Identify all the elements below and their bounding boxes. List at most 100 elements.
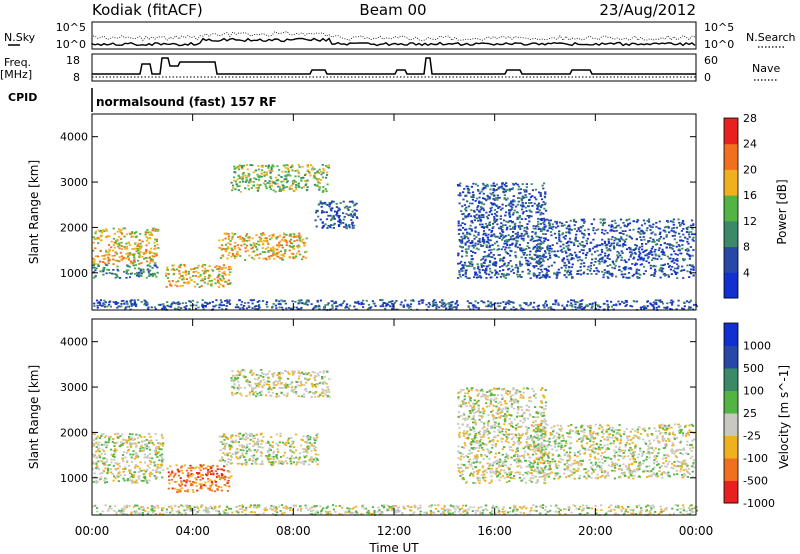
heat-cell — [314, 176, 317, 179]
heat-cell — [525, 254, 528, 256]
heat-cell — [659, 299, 662, 302]
heat-cell — [299, 308, 302, 310]
heat-cell — [460, 210, 463, 212]
heat-cell — [245, 432, 248, 435]
heat-cell — [619, 254, 622, 257]
heat-cell — [246, 437, 249, 439]
heat-cell — [628, 222, 632, 225]
heat-cell — [226, 301, 229, 303]
heat-cell — [114, 251, 117, 254]
heat-cell — [284, 302, 287, 305]
heat-cell — [272, 246, 275, 249]
heat-cell — [507, 441, 510, 444]
heat-cell — [565, 271, 569, 274]
heat-cell — [602, 223, 605, 225]
heat-cell — [603, 218, 606, 221]
heat-cell — [536, 204, 539, 207]
heat-cell — [649, 267, 652, 270]
heat-cell — [275, 384, 278, 386]
heat-cell — [670, 244, 673, 247]
heat-cell — [454, 302, 457, 305]
heat-cell — [471, 257, 474, 260]
heat-cell — [280, 176, 283, 178]
heat-cell — [505, 198, 508, 201]
heat-cell — [251, 462, 254, 465]
heat-cell — [297, 377, 300, 380]
heat-cell — [110, 448, 113, 451]
heat-cell — [129, 262, 133, 265]
heat-cell — [649, 229, 652, 231]
heat-cell — [92, 445, 95, 448]
heat-cell — [304, 184, 307, 186]
heat-cell — [581, 232, 584, 235]
heat-cell — [613, 247, 616, 250]
heat-cell — [461, 255, 464, 258]
heat-cell — [289, 449, 292, 452]
heat-cell — [174, 284, 177, 287]
heat-cell — [95, 450, 98, 453]
heat-cell — [506, 244, 509, 246]
heat-cell — [225, 308, 228, 310]
heat-cell — [255, 248, 259, 251]
heat-cell — [230, 377, 233, 379]
heat-cell — [265, 187, 268, 190]
heat-cell — [642, 257, 645, 260]
heat-cell — [287, 437, 290, 440]
heat-cell — [628, 218, 631, 221]
heat-cell — [127, 273, 130, 275]
heat-cell — [227, 254, 230, 257]
heat-cell — [570, 276, 574, 279]
heat-cell — [461, 264, 464, 266]
heat-cell — [641, 243, 644, 245]
heat-cell — [574, 238, 577, 241]
heat-cell — [102, 433, 105, 435]
heat-cell — [293, 451, 296, 454]
heat-cell — [382, 305, 385, 308]
heat-cell — [546, 269, 549, 272]
heat-cell — [528, 220, 531, 223]
heat-cell — [263, 384, 266, 386]
heat-cell — [596, 269, 599, 272]
heat-cell — [143, 473, 146, 475]
heat-cell — [557, 232, 560, 235]
heat-cell — [575, 255, 578, 258]
heat-cell — [669, 220, 673, 223]
heat-cell — [309, 174, 312, 177]
heat-cell — [155, 439, 158, 442]
heat-cell — [185, 305, 188, 307]
heat-cell — [493, 189, 496, 192]
heat-cell — [557, 225, 560, 228]
heat-cell — [522, 308, 525, 311]
heat-cell — [120, 241, 123, 244]
heat-cell — [192, 481, 195, 484]
heat-cell — [628, 235, 631, 238]
heat-cell — [306, 186, 309, 188]
heat-cell — [467, 248, 470, 250]
heat-cell — [104, 262, 107, 265]
heat-cell — [223, 484, 226, 486]
heat-cell — [479, 275, 482, 277]
heat-cell — [212, 472, 215, 475]
heat-cell — [268, 180, 271, 183]
heat-cell — [611, 225, 614, 228]
heat-cell — [492, 303, 495, 306]
heat-cell — [537, 217, 540, 220]
heat-cell — [532, 265, 535, 268]
heat-cell — [624, 305, 627, 307]
heat-cell — [143, 456, 146, 459]
heat-cell — [272, 386, 275, 389]
heat-cell — [302, 373, 305, 375]
heat-cell — [254, 434, 257, 437]
heat-cell — [353, 204, 356, 207]
heat-cell — [647, 241, 650, 244]
heat-cell — [202, 467, 205, 470]
heat-cell — [576, 259, 580, 262]
heat-cell — [512, 199, 515, 202]
heat-cell — [254, 254, 257, 257]
heat-cell — [517, 197, 520, 199]
heat-cell — [152, 273, 155, 276]
heat-cell — [557, 256, 560, 258]
heat-cell — [638, 227, 641, 230]
heat-cell — [534, 225, 538, 228]
